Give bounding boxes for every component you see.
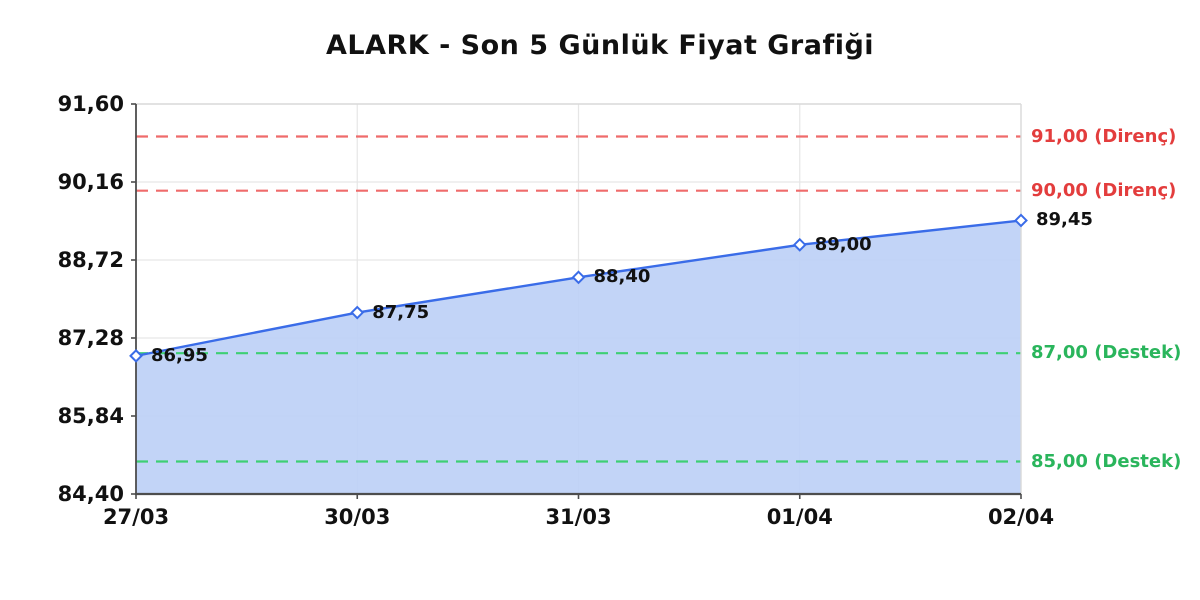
data-point-marker (792, 237, 807, 252)
point-value-label: 86,95 (151, 344, 208, 366)
level-label-resistance: 90,00 (Direnç) (1031, 179, 1177, 201)
y-tick-label: 84,40 (57, 482, 124, 506)
point-value-label: 89,45 (1036, 209, 1093, 231)
level-label-support: 85,00 (Destek) (1031, 450, 1182, 472)
y-tick-label: 91,60 (57, 92, 124, 116)
y-tick-label: 90,16 (57, 170, 124, 194)
point-value-label: 89,00 (814, 233, 872, 255)
x-tick-label: 02/04 (987, 505, 1055, 529)
x-tick-label: 27/03 (102, 505, 170, 529)
y-tick-label: 88,72 (57, 248, 124, 272)
x-tick-label: 30/03 (324, 505, 391, 529)
y-tick-label: 87,28 (57, 326, 124, 350)
price-area-fill (136, 220, 1021, 495)
data-point-marker (571, 270, 586, 285)
x-tick-label: 31/03 (545, 505, 612, 529)
x-tick-label: 01/04 (766, 505, 833, 529)
level-label-support: 87,00 (Destek) (1031, 342, 1182, 364)
chart-title: ALARK - Son 5 Günlük Fiyat Grafiği (325, 30, 875, 61)
data-point-marker (1014, 213, 1028, 228)
point-value-label: 87,75 (372, 301, 430, 323)
point-value-label: 88,40 (593, 266, 651, 288)
level-label-resistance: 91,00 (Direnç) (1031, 125, 1177, 147)
y-tick-label: 85,84 (57, 404, 124, 428)
data-point-marker (129, 348, 143, 363)
data-point-marker (350, 305, 365, 320)
